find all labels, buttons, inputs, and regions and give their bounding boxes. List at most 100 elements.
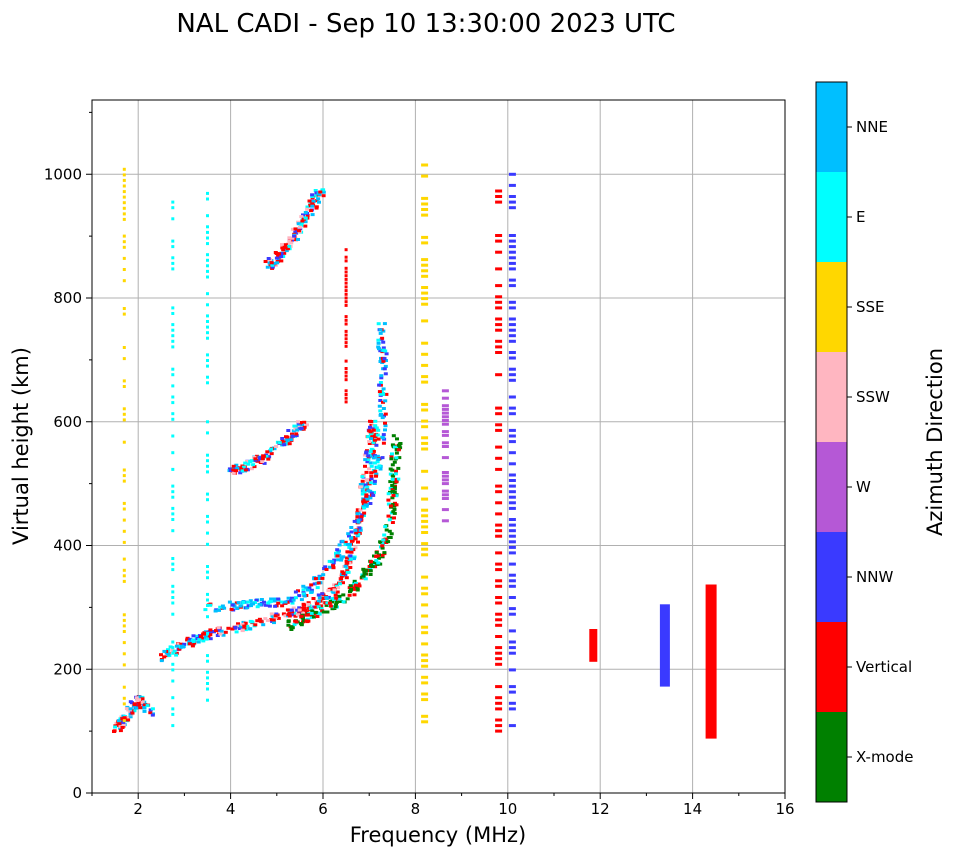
colorbar-segment: [816, 622, 847, 712]
trace-point: [354, 581, 358, 585]
trace-point: [317, 612, 322, 616]
trace-point: [243, 468, 248, 472]
trace-point: [301, 588, 306, 592]
trace-point: [276, 601, 281, 605]
trace-point: [345, 569, 350, 573]
trace-point: [290, 434, 295, 438]
trace-point: [286, 596, 291, 600]
trace-point: [370, 434, 375, 438]
trace-point: [332, 583, 336, 587]
trace-point: [364, 494, 369, 498]
interference-dash: [495, 484, 503, 488]
interference-dash: [171, 367, 175, 371]
trace-point: [140, 700, 145, 704]
trace-point: [369, 474, 374, 478]
interference-dash: [421, 714, 429, 718]
trace-point: [333, 605, 338, 609]
interference-dash: [441, 471, 449, 474]
colorbar-segment: [816, 352, 847, 442]
trace-point: [306, 601, 311, 605]
trace-point: [301, 592, 306, 596]
trace-point: [236, 622, 240, 626]
trace-point: [371, 493, 376, 497]
trace-point: [284, 439, 289, 443]
interference-dash: [206, 453, 209, 457]
trace-point: [382, 322, 387, 326]
trace-point: [280, 604, 285, 608]
x-tick-label: 12: [591, 800, 610, 818]
trace-point: [293, 596, 298, 600]
trace-point: [337, 543, 342, 547]
interference-dash: [122, 245, 126, 249]
colorbar-label: SSW: [856, 388, 890, 406]
interference-dash: [421, 447, 429, 451]
interference-dash: [206, 314, 209, 318]
trace-point: [259, 598, 264, 601]
interference-dash: [495, 195, 503, 198]
interference-dash: [344, 315, 348, 319]
trace-point: [352, 587, 357, 591]
interference-dash: [495, 250, 503, 254]
trace-point: [303, 224, 308, 228]
trace-point: [251, 463, 256, 467]
interference-dash: [171, 512, 175, 516]
interference-dash: [421, 553, 429, 557]
trace-point: [313, 194, 318, 198]
trace-point: [390, 463, 395, 467]
trace-point: [233, 625, 238, 629]
x-tick-label: 4: [226, 800, 236, 818]
trace-point: [324, 568, 329, 571]
trace-point: [236, 601, 241, 605]
interference-dash: [421, 514, 429, 518]
trace-point: [257, 617, 262, 621]
trace-point: [386, 502, 391, 506]
interference-dash: [122, 479, 126, 483]
trace-point: [321, 188, 326, 192]
trace-point: [299, 426, 304, 430]
interference-dash: [508, 172, 516, 176]
trace-point: [258, 619, 263, 623]
interference-dash: [441, 430, 449, 434]
trace-point: [262, 600, 266, 604]
trace-point: [124, 707, 129, 711]
interference-dash: [122, 167, 126, 171]
interference-dash: [495, 339, 503, 343]
trace-point: [383, 412, 388, 416]
trace-point: [246, 462, 251, 466]
trace-point: [283, 243, 288, 247]
trace-point: [297, 608, 302, 612]
interference-dash: [441, 445, 449, 448]
interference-dash: [495, 612, 503, 616]
interference-dash: [122, 173, 126, 177]
trace-point: [238, 604, 243, 608]
trace-point: [376, 345, 381, 349]
trace-point: [341, 600, 346, 604]
trace-point: [293, 619, 298, 623]
interference-dash: [171, 334, 175, 338]
interference-dash: [171, 596, 175, 599]
interference-dash: [508, 434, 516, 438]
interference-dash: [421, 441, 429, 445]
trace-point: [166, 648, 170, 652]
interference-dash: [495, 523, 503, 527]
trace-point: [376, 437, 381, 441]
trace-point: [315, 615, 320, 618]
trace-point: [120, 717, 125, 721]
trace-point: [369, 437, 373, 441]
trace-point: [307, 613, 312, 617]
trace-point: [388, 504, 393, 508]
trace-point: [390, 477, 395, 481]
trace-point: [272, 261, 277, 265]
interference-dash: [171, 312, 175, 315]
trace-point: [346, 532, 351, 536]
interference-dash: [508, 462, 516, 466]
trace-point: [368, 432, 373, 436]
interference-dash: [171, 562, 175, 566]
trace-point: [345, 567, 350, 571]
trace-point: [299, 221, 304, 225]
trace-point: [280, 437, 285, 440]
interference-dash: [495, 707, 503, 711]
trace-point: [191, 634, 196, 638]
interference-dash: [421, 603, 429, 607]
interference-dash: [441, 493, 449, 497]
